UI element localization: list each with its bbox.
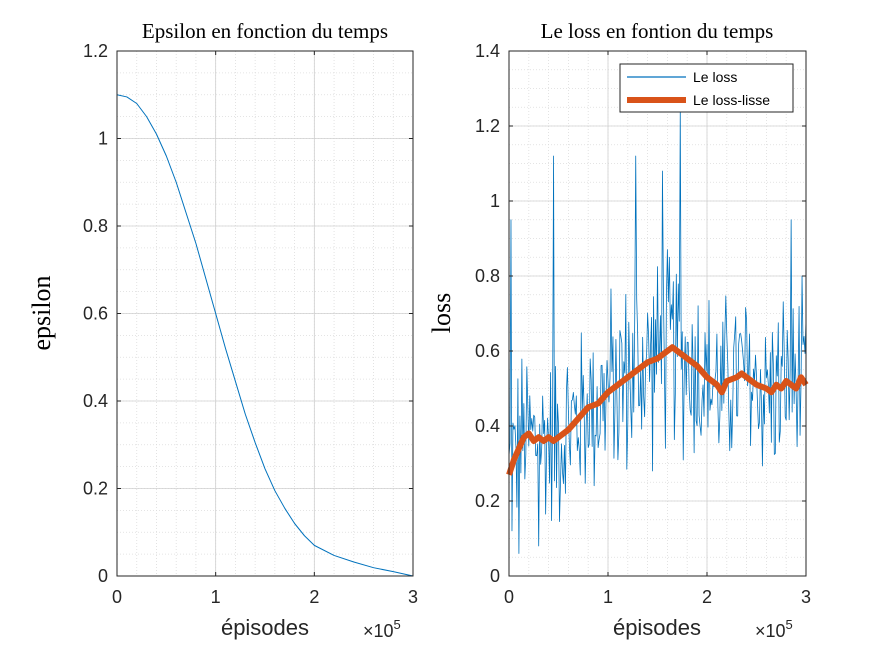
x-tick-label: 2 (309, 587, 319, 607)
series-line-epsilon (116, 94, 414, 577)
axes (116, 50, 414, 577)
y-tick-label: 0.8 (83, 216, 108, 236)
x-tick-label: 1 (211, 587, 221, 607)
y-axis-label: loss (427, 293, 456, 333)
chart-title: Epsilon en fonction du temps (142, 19, 388, 43)
y-tick-label: 1 (490, 191, 500, 211)
x-tick-label: 3 (408, 587, 418, 607)
legend-label-loss: Le loss (693, 69, 737, 85)
y-tick-label: 0 (98, 566, 108, 586)
legend-box (619, 63, 794, 113)
grid (116, 50, 414, 577)
x-tick-label: 0 (112, 587, 122, 607)
legend: Le loss Le loss-lisse (619, 63, 794, 113)
y-tick-label: 0.6 (475, 341, 500, 361)
exponent-base: ×10 (755, 621, 786, 641)
chart-epsilon: Epsilon en fonction du temps 0 1 2 3 0 0.2 0.4… (27, 19, 418, 641)
x-axis-label: épisodes (613, 615, 701, 640)
x-axis-label: épisodes (221, 615, 309, 640)
legend-label-loss-lisse: Le loss-lisse (693, 92, 770, 108)
plot-area (116, 94, 414, 577)
x-axis-exponent: ×105 (363, 617, 401, 641)
y-tick-label: 0 (490, 566, 500, 586)
tick-labels: 0 1 2 3 0 0.2 0.4 0.6 0.8 1 1.2 (83, 41, 418, 607)
y-tick-label: 0.4 (475, 416, 500, 436)
exponent-power: 5 (394, 617, 401, 632)
y-tick-label: 0.6 (83, 304, 108, 324)
tick-labels: 0 1 2 3 0 0.2 0.4 0.6 0.8 1 1.2 1.4 (475, 41, 811, 607)
x-tick-label: 1 (603, 587, 613, 607)
y-tick-label: 1.2 (83, 41, 108, 61)
x-tick-label: 2 (702, 587, 712, 607)
chart-title: Le loss en fontion du temps (541, 19, 774, 43)
x-axis-exponent: ×105 (755, 617, 793, 641)
exponent-base: ×10 (363, 621, 394, 641)
y-tick-label: 0.2 (83, 479, 108, 499)
series-line-le-loss (508, 106, 807, 554)
series-line-le-loss-lisse (506, 344, 809, 476)
y-tick-label: 0.8 (475, 266, 500, 286)
y-tick-label: 1 (98, 129, 108, 149)
y-tick-label: 1.2 (475, 116, 500, 136)
y-tick-label: 1.4 (475, 41, 500, 61)
axes-box (508, 50, 807, 577)
x-tick-label: 3 (801, 587, 811, 607)
y-tick-label: 0.4 (83, 391, 108, 411)
plot-area (506, 106, 809, 554)
axes (508, 50, 807, 577)
y-tick-label: 0.2 (475, 491, 500, 511)
exponent-power: 5 (786, 617, 793, 632)
chart-loss: Le loss en fontion du temps 0 1 2 300.20.40… (427, 19, 811, 641)
y-axis-label: epsilon (27, 275, 56, 350)
x-tick-label: 0 (504, 587, 514, 607)
